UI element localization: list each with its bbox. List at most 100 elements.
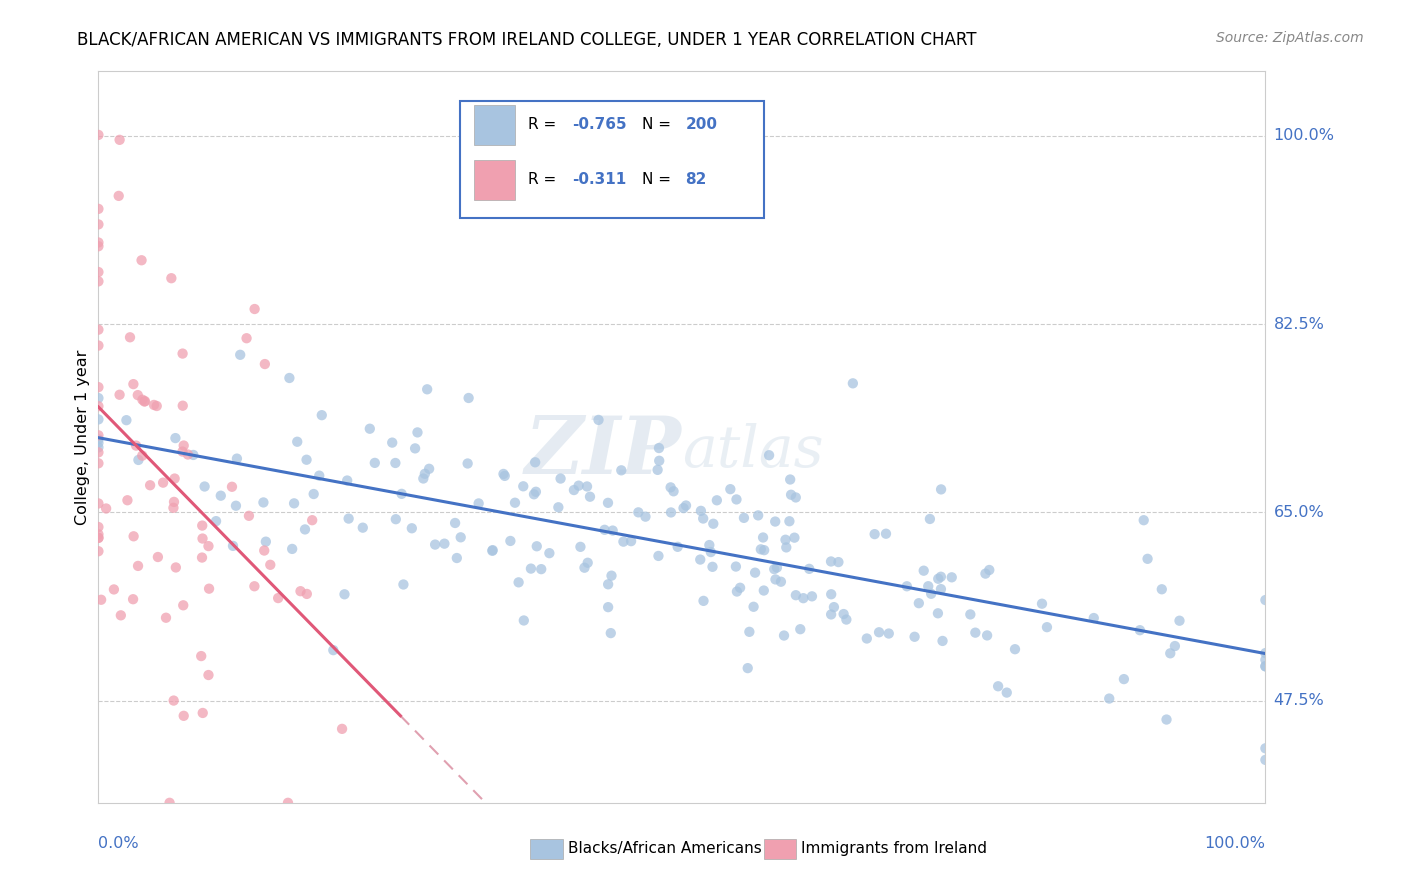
Point xyxy=(524,455,547,469)
Point xyxy=(165,431,187,445)
Point xyxy=(301,513,323,527)
Point xyxy=(197,539,219,553)
Point xyxy=(87,323,110,337)
Point xyxy=(724,559,747,574)
Point xyxy=(579,490,602,504)
Point xyxy=(875,526,897,541)
Text: Source: ZipAtlas.com: Source: ZipAtlas.com xyxy=(1216,31,1364,45)
Point xyxy=(1150,582,1173,597)
Point xyxy=(598,577,620,591)
Point xyxy=(648,454,671,468)
Point xyxy=(503,496,526,510)
Point xyxy=(87,274,110,288)
Point xyxy=(87,239,110,253)
Y-axis label: College, Under 1 year: College, Under 1 year xyxy=(75,350,90,524)
Point xyxy=(593,523,616,537)
Point xyxy=(659,505,682,519)
Point xyxy=(243,301,266,316)
Point xyxy=(612,534,634,549)
Point xyxy=(941,570,963,584)
Point xyxy=(1254,593,1277,607)
Point xyxy=(333,587,356,601)
Point xyxy=(752,531,775,545)
Point xyxy=(588,413,610,427)
Point xyxy=(783,531,806,545)
Point xyxy=(115,413,138,427)
Point xyxy=(647,549,669,563)
Point xyxy=(107,189,129,203)
Point xyxy=(689,504,711,518)
Point xyxy=(835,613,858,627)
Point xyxy=(929,582,952,596)
Point xyxy=(799,562,821,576)
Text: Blacks/African Americans: Blacks/African Americans xyxy=(568,841,761,856)
Point xyxy=(108,133,131,147)
Point xyxy=(359,422,381,436)
Point xyxy=(929,570,952,584)
Point xyxy=(602,524,624,538)
Point xyxy=(780,488,803,502)
Point xyxy=(302,487,325,501)
Point xyxy=(918,512,941,526)
Point xyxy=(1129,624,1152,638)
Point xyxy=(547,500,569,515)
Point xyxy=(364,456,387,470)
Point xyxy=(765,573,787,587)
Point xyxy=(322,643,344,657)
Point xyxy=(1164,639,1187,653)
Point xyxy=(122,377,145,392)
Point xyxy=(1254,646,1277,660)
Point xyxy=(162,500,184,515)
Text: -0.311: -0.311 xyxy=(572,172,627,187)
Point xyxy=(143,398,166,412)
Point xyxy=(499,533,522,548)
Point xyxy=(163,495,186,509)
Point xyxy=(725,492,748,507)
Point xyxy=(752,583,775,598)
Point xyxy=(87,235,110,250)
Point xyxy=(987,679,1010,693)
Point xyxy=(283,496,305,510)
Point xyxy=(267,591,290,605)
Point xyxy=(165,560,187,574)
Point xyxy=(259,558,281,572)
Point xyxy=(931,634,953,648)
Point xyxy=(666,540,689,554)
Point xyxy=(226,451,249,466)
Point xyxy=(423,538,446,552)
Point xyxy=(773,628,796,642)
Point xyxy=(229,348,252,362)
Point xyxy=(600,568,623,582)
Point xyxy=(87,433,110,447)
Point xyxy=(779,473,801,487)
Point xyxy=(492,467,515,481)
Point xyxy=(87,412,110,426)
Point xyxy=(699,538,721,552)
Point xyxy=(352,521,374,535)
Point xyxy=(1136,551,1159,566)
Text: 100.0%: 100.0% xyxy=(1274,128,1334,144)
Point xyxy=(238,508,260,523)
Point xyxy=(87,265,110,279)
Point xyxy=(173,708,195,723)
Point xyxy=(103,582,125,597)
Point xyxy=(191,532,214,546)
Point xyxy=(785,491,807,505)
Point xyxy=(763,515,786,529)
Point xyxy=(523,487,546,501)
Point xyxy=(863,527,886,541)
Point xyxy=(959,607,981,622)
Point xyxy=(1004,642,1026,657)
Bar xyxy=(460,101,763,218)
Point xyxy=(569,540,592,554)
Point xyxy=(252,495,274,509)
Point xyxy=(384,456,406,470)
Point xyxy=(995,685,1018,699)
Point xyxy=(576,479,599,493)
Point xyxy=(508,575,530,590)
Point xyxy=(927,572,949,586)
Point xyxy=(702,559,724,574)
Point xyxy=(634,509,657,524)
Point xyxy=(127,558,149,573)
Point xyxy=(87,496,110,510)
